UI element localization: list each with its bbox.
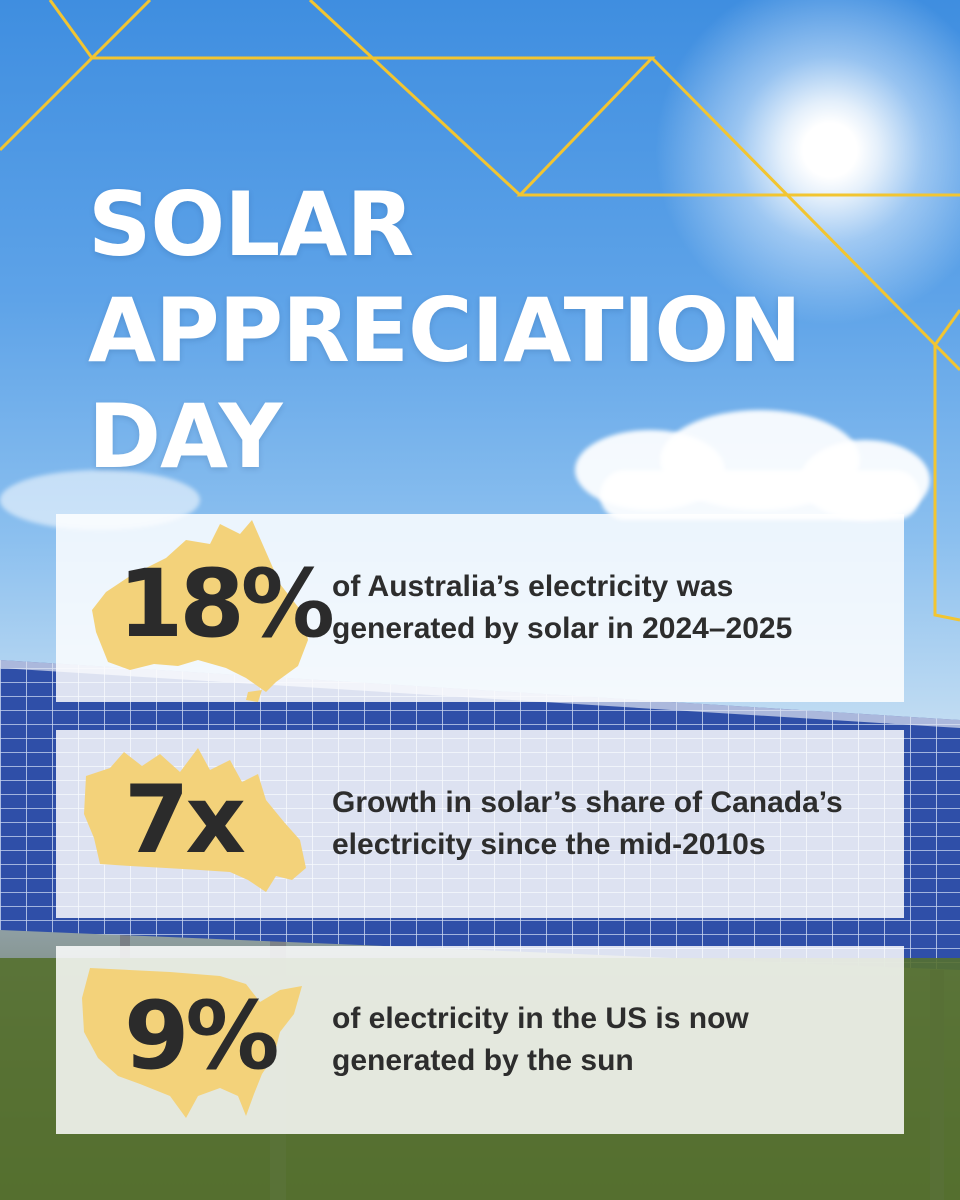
stat-description-line: electricity since the mid-2010s (332, 828, 766, 861)
stat-card-australia: 18% of Australia’s electricity was gener… (56, 514, 904, 702)
cloud (600, 470, 920, 520)
stat-description-line: of Australia’s electricity was (332, 570, 734, 603)
page-title: SOLAR APPRECIATION DAY (88, 172, 802, 490)
stat-card-usa: 9% of electricity in the US is now gener… (56, 946, 904, 1134)
australia-map-icon (92, 520, 308, 702)
stat-value-usa: 9% (124, 982, 280, 1091)
title-line-1: SOLAR (88, 173, 414, 276)
stat-description-line: generated by the sun (332, 1044, 634, 1077)
stat-description-line: of electricity in the US is now (332, 1002, 749, 1035)
stat-description-line: generated by solar in 2024–2025 (332, 612, 793, 645)
usa-map-icon (82, 968, 302, 1118)
stat-description-line: Growth in solar’s share of Canada’s (332, 786, 843, 819)
stat-description-canada: Growth in solar’s share of Canada’s elec… (332, 782, 892, 866)
title-line-3: DAY (88, 385, 282, 488)
stat-value-australia: 18% (118, 550, 335, 659)
stat-description-australia: of Australia’s electricity was generated… (332, 566, 892, 650)
title-line-2: APPRECIATION (88, 279, 802, 382)
stat-value-canada: 7x (124, 766, 246, 875)
stat-description-usa: of electricity in the US is now generate… (332, 998, 892, 1082)
stat-card-canada: 7x Growth in solar’s share of Canada’s e… (56, 730, 904, 918)
canada-map-icon (84, 748, 306, 892)
